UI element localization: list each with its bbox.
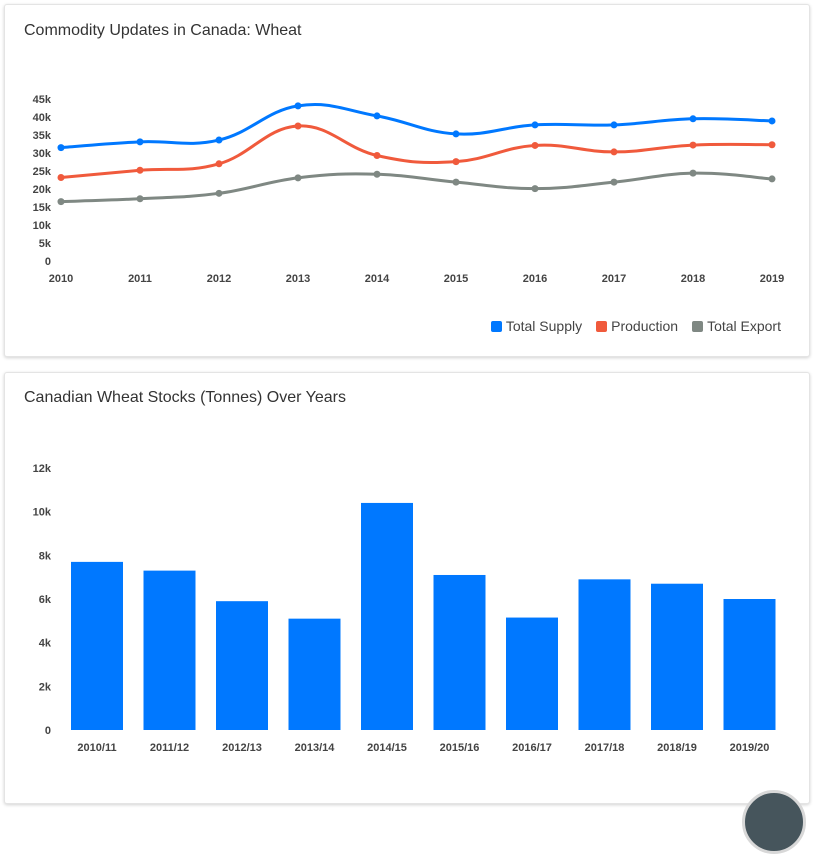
y-tick-label: 40k [33, 112, 52, 124]
data-point[interactable] [294, 122, 302, 130]
y-tick-label: 10k [33, 507, 52, 519]
data-point[interactable] [294, 102, 302, 110]
data-point[interactable] [57, 144, 65, 152]
y-tick-label: 25k [33, 166, 52, 178]
y-tick-label: 10k [33, 220, 52, 232]
series-line [60, 171, 773, 204]
data-point[interactable] [768, 141, 776, 149]
y-tick-label: 20k [33, 184, 52, 196]
x-tick-label: 2014 [365, 273, 390, 285]
x-tick-label: 2019 [760, 273, 784, 285]
x-tick-label: 2016/17 [512, 742, 552, 754]
bar[interactable] [143, 570, 196, 730]
data-point[interactable] [452, 130, 460, 138]
legend-swatch [692, 320, 704, 332]
x-tick-label: 2012/13 [222, 742, 262, 754]
data-point[interactable] [531, 185, 539, 193]
legend-swatch [596, 320, 608, 332]
legend-swatch [490, 320, 502, 332]
y-tick-label: 6k [39, 594, 52, 606]
x-tick-label: 2013 [286, 273, 310, 285]
y-tick-label: 15k [33, 202, 52, 214]
x-tick-label: 2016 [523, 273, 547, 285]
legend-label: Total Export [707, 318, 781, 334]
data-point[interactable] [768, 117, 776, 125]
bar-chart-card: Canadian Wheat Stocks (Tonnes) Over Year… [4, 372, 810, 804]
data-point[interactable] [215, 189, 223, 197]
data-point[interactable] [531, 121, 539, 129]
x-tick-label: 2011 [128, 273, 152, 285]
x-tick-label: 2011/12 [150, 742, 189, 754]
y-tick-label: 2k [39, 681, 52, 693]
data-point[interactable] [215, 160, 223, 168]
y-tick-label: 4k [39, 638, 52, 650]
x-tick-label: 2017 [602, 273, 626, 285]
series-line [60, 124, 773, 179]
bar[interactable] [216, 601, 268, 730]
legend-label: Total Supply [505, 318, 583, 334]
data-point[interactable] [373, 112, 381, 120]
floating-action-button[interactable] [742, 790, 806, 854]
data-point[interactable] [215, 136, 223, 144]
line-chart-card: Commodity Updates in Canada: Wheat 0 5k 10… [4, 4, 810, 357]
line-chart-legend: Total Supply Production Total Export [490, 318, 781, 334]
data-point[interactable] [136, 138, 144, 146]
legend-item[interactable]: Total Supply [490, 318, 583, 334]
data-point[interactable] [373, 152, 381, 160]
data-point[interactable] [610, 178, 618, 186]
data-point[interactable] [452, 178, 460, 186]
data-point[interactable] [452, 158, 460, 166]
x-tick-label: 2013/14 [295, 742, 336, 754]
x-tick-label: 2019/20 [730, 742, 770, 754]
y-tick-label: 5k [39, 238, 52, 250]
x-tick-label: 2018/19 [657, 742, 697, 754]
x-tick-label: 2015/16 [440, 742, 480, 754]
y-tick-label: 0 [45, 256, 51, 268]
legend-item[interactable]: Production [596, 318, 678, 334]
y-tick-label: 45k [33, 94, 52, 106]
bar[interactable] [433, 574, 486, 730]
bar[interactable] [651, 583, 703, 730]
bar[interactable] [506, 617, 558, 730]
data-point[interactable] [57, 198, 65, 206]
x-tick-label: 2010 [49, 273, 73, 285]
data-point[interactable] [689, 115, 697, 123]
bar[interactable] [288, 618, 341, 730]
data-point[interactable] [689, 141, 697, 149]
data-point[interactable] [373, 170, 381, 178]
data-point[interactable] [531, 141, 539, 149]
x-tick-label: 2010/11 [77, 742, 116, 754]
data-point[interactable] [768, 175, 776, 183]
bar[interactable] [723, 599, 776, 730]
y-tick-label: 12k [33, 463, 52, 475]
bar-chart-title: Canadian Wheat Stocks (Tonnes) Over Year… [24, 389, 346, 406]
x-tick-label: 2017/18 [585, 742, 625, 754]
data-point[interactable] [136, 195, 144, 203]
line-chart-title: Commodity Updates in Canada: Wheat [24, 22, 302, 39]
legend-label: Production [611, 318, 679, 334]
data-point[interactable] [294, 174, 302, 182]
data-point[interactable] [610, 121, 618, 129]
x-tick-label: 2014/15 [367, 742, 407, 754]
bar[interactable] [71, 561, 123, 730]
y-tick-label: 30k [33, 148, 52, 160]
bar[interactable] [578, 579, 631, 730]
data-point[interactable] [57, 173, 65, 181]
data-point[interactable] [689, 169, 697, 177]
x-tick-label: 2012 [207, 273, 231, 285]
data-point[interactable] [136, 166, 144, 174]
bar[interactable] [361, 502, 413, 730]
bar-chart: 0 2k 4k 6k 8k 10k 12k 2010/11 2011/12 2012/13 2013… [33, 463, 776, 754]
data-point[interactable] [610, 148, 618, 156]
series-line [60, 102, 773, 150]
x-tick-label: 2015 [444, 273, 468, 285]
line-chart: 0 5k 10k 15k 20k 25k 30k 35k 40k 45k 2010 2011 2012 2… [33, 94, 785, 285]
y-tick-label: 8k [39, 550, 52, 562]
x-tick-label: 2018 [681, 273, 705, 285]
legend-item[interactable]: Total Export [692, 318, 781, 334]
y-tick-label: 0 [45, 725, 51, 737]
y-tick-label: 35k [33, 130, 52, 142]
